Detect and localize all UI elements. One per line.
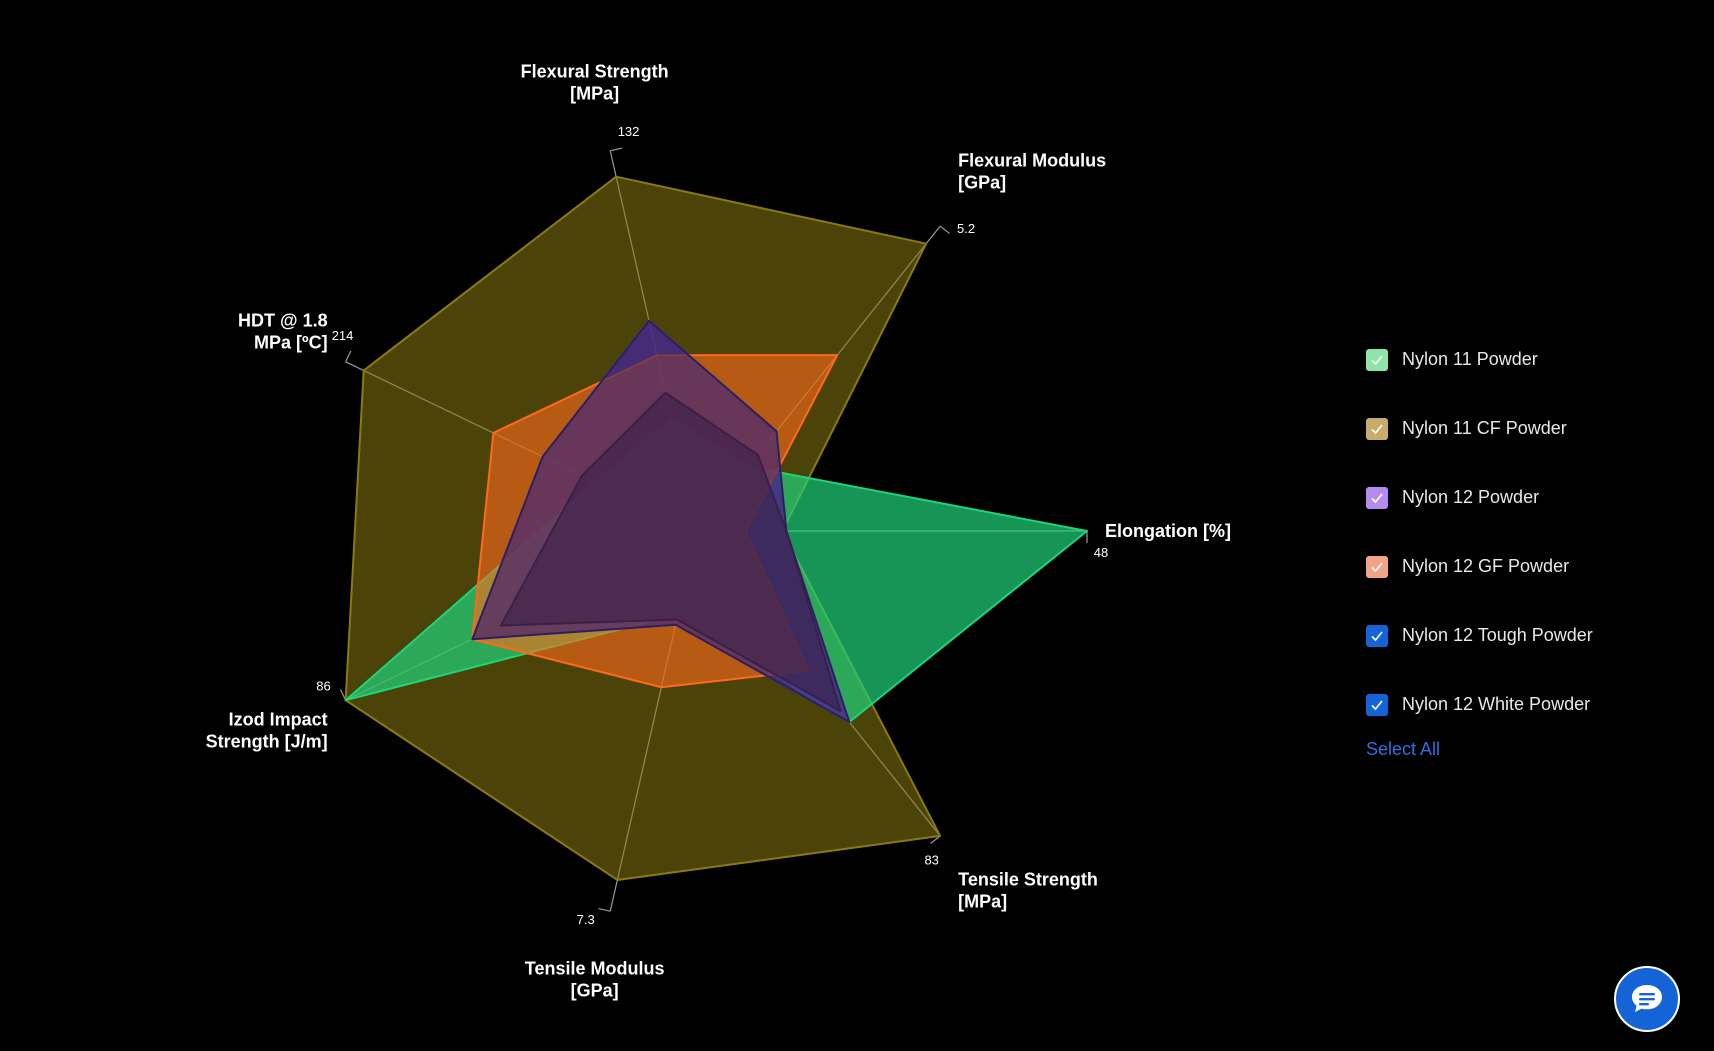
checkbox-checked-icon[interactable] — [1366, 693, 1388, 716]
checkbox-checked-icon[interactable] — [1366, 417, 1388, 440]
checkbox-checked-icon[interactable] — [1366, 555, 1388, 578]
legend-item-nylon-12-white-powder[interactable]: Nylon 12 White Powder — [1366, 670, 1593, 739]
tick-label: 5.2 — [957, 221, 975, 236]
axis-title: [GPa] — [571, 980, 619, 1000]
axis-title: Strength [J/m] — [206, 732, 328, 752]
legend-item-nylon-12-tough-powder[interactable]: Nylon 12 Tough Powder — [1366, 601, 1593, 670]
axis-hook — [345, 350, 352, 363]
axis-title: Flexural Strength — [521, 62, 669, 82]
legend-item-nylon-11-cf-powder[interactable]: Nylon 11 CF Powder — [1366, 394, 1593, 463]
tick-label: 86 — [316, 678, 330, 693]
axis-hook — [939, 225, 950, 235]
axis-hook — [930, 835, 941, 844]
series-polygon-5[interactable] — [499, 391, 842, 713]
tick-label: 83 — [924, 853, 938, 868]
axis-title: HDT @ 1.8 — [238, 310, 328, 330]
legend: Nylon 11 Powder Nylon 11 CF Powder Nylon… — [1366, 325, 1593, 760]
axis-title: Izod Impact — [229, 710, 328, 730]
tick-label: 214 — [332, 328, 354, 343]
axis-title: Flexural Modulus — [958, 150, 1106, 170]
tick-label: 48 — [1094, 545, 1108, 560]
axis-hook — [598, 907, 611, 912]
axis-hook — [610, 147, 623, 152]
checkbox-checked-icon[interactable] — [1366, 624, 1388, 647]
axis-title: MPa [ºC] — [254, 332, 328, 352]
legend-label: Nylon 12 Tough Powder — [1402, 625, 1593, 645]
axis-title: Tensile Strength — [958, 870, 1098, 890]
checkbox-checked-icon[interactable] — [1366, 486, 1388, 509]
tick-label: 132 — [618, 124, 640, 139]
axis-title: [MPa] — [570, 84, 619, 104]
checkbox-checked-icon[interactable] — [1366, 348, 1388, 371]
chat-bubble-icon — [1632, 985, 1662, 1012]
legend-item-nylon-12-gf-powder[interactable]: Nylon 12 GF Powder — [1366, 532, 1593, 601]
legend-label: Nylon 12 White Powder — [1402, 694, 1591, 714]
tick-label: 7.3 — [577, 912, 595, 927]
legend-item-nylon-11-powder[interactable]: Nylon 11 Powder — [1366, 325, 1593, 394]
chat-button[interactable] — [1614, 966, 1680, 1032]
legend-item-nylon-12-powder[interactable]: Nylon 12 Powder — [1366, 463, 1593, 532]
axis-title: [MPa] — [958, 892, 1007, 912]
legend-label: Nylon 11 Powder — [1402, 349, 1538, 369]
axis-title: Tensile Modulus — [525, 958, 665, 978]
axis-title: [GPa] — [958, 172, 1006, 192]
legend-label: Nylon 11 CF Powder — [1402, 418, 1567, 438]
legend-label: Nylon 12 Powder — [1402, 487, 1540, 507]
axis-title: Elongation [%] — [1105, 521, 1231, 541]
legend-label: Nylon 12 GF Powder — [1402, 556, 1570, 576]
select-all-link[interactable]: Select All — [1366, 739, 1441, 759]
